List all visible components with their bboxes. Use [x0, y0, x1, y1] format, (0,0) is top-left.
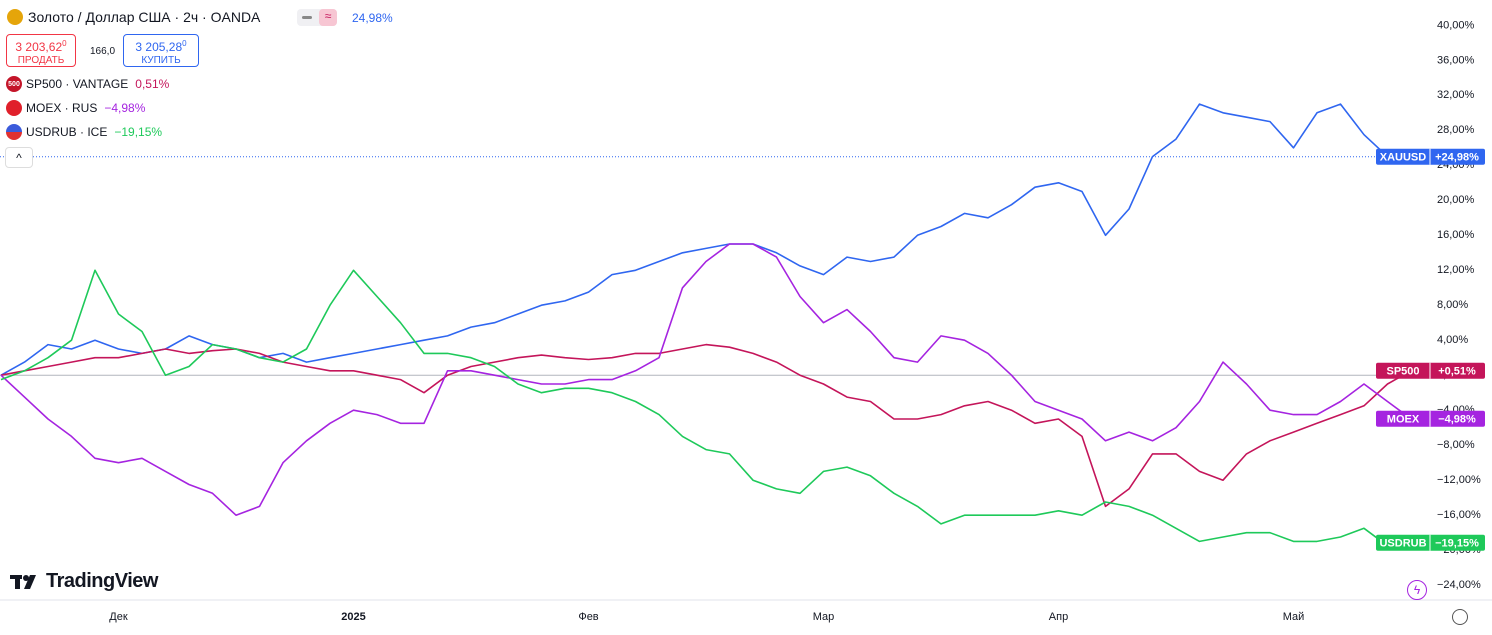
legend-icon	[6, 100, 22, 116]
minus-icon	[302, 16, 312, 19]
buy-sup: 0	[182, 39, 187, 48]
logo: TradingView	[10, 570, 158, 593]
logo-icon	[10, 574, 36, 589]
series-line	[0, 343, 1412, 508]
lightning-button[interactable]: ϟ	[1407, 580, 1427, 600]
series-line	[0, 103, 1412, 376]
gold-icon	[7, 9, 23, 25]
legend-change: −4,98%	[104, 101, 146, 115]
settings-button[interactable]	[1452, 609, 1468, 625]
sell-button[interactable]: 3 203,620 ПРОДАТЬ	[6, 34, 76, 67]
badge-value: +0,51%	[1438, 366, 1476, 378]
legend-text: USDRUB · ICE	[26, 125, 108, 139]
legend-text: SP500 · VANTAGE	[26, 77, 129, 91]
legend-row[interactable]: USDRUB · ICE −19,15%	[6, 124, 162, 140]
y-tick-label: −16,00%	[1437, 509, 1481, 521]
y-tick-label: 16,00%	[1437, 229, 1475, 241]
badge-name: MOEX	[1387, 414, 1420, 426]
y-tick-label: −12,00%	[1437, 474, 1481, 486]
legend-text: MOEX · RUS	[26, 101, 98, 115]
x-tick-label: Апр	[1049, 611, 1068, 623]
legend-change: 0,51%	[135, 77, 170, 91]
series-line	[0, 269, 1412, 547]
y-tick-label: 8,00%	[1437, 299, 1468, 311]
legend-icon: 500	[6, 76, 22, 92]
y-tick-label: 20,00%	[1437, 194, 1475, 206]
sell-sup: 0	[62, 39, 67, 48]
legend-row[interactable]: MOEX · RUS −4,98%	[6, 100, 145, 116]
header-change: 24,98%	[352, 11, 393, 25]
logo-text: TradingView	[46, 570, 158, 592]
buy-label: КУПИТЬ	[141, 55, 181, 66]
x-tick-label: Дек	[109, 611, 128, 623]
collapse-button[interactable]: ^	[5, 147, 33, 168]
legend-icon	[6, 124, 22, 140]
symbol-header: Золото / Доллар США · 2ч · OANDA	[7, 9, 260, 25]
symbol-title[interactable]: Золото / Доллар США · 2ч · OANDA	[28, 9, 261, 25]
sell-label: ПРОДАТЬ	[17, 55, 65, 66]
x-tick-label: Фев	[578, 611, 598, 623]
x-tick-label: 2025	[341, 611, 365, 623]
badge-name: XAUUSD	[1380, 152, 1427, 164]
badge-value: −19,15%	[1435, 538, 1479, 550]
y-tick-label: 12,00%	[1437, 264, 1475, 276]
y-tick-label: −8,00%	[1437, 439, 1475, 451]
badge-value: +24,98%	[1435, 152, 1479, 164]
sell-price: 3 203,62	[15, 40, 63, 54]
y-tick-label: 40,00%	[1437, 19, 1475, 31]
toggle-buttons[interactable]: ≈	[297, 9, 337, 26]
x-tick-label: Мар	[813, 611, 835, 623]
y-tick-label: 32,00%	[1437, 89, 1475, 101]
x-tick-label: Май	[1283, 611, 1305, 623]
badge-name: USDRUB	[1379, 538, 1426, 550]
y-tick-label: 36,00%	[1437, 54, 1475, 66]
y-tick-label: 28,00%	[1437, 124, 1475, 136]
y-tick-label: 4,00%	[1437, 334, 1468, 346]
spread: 166,0	[90, 46, 116, 57]
y-tick-label: −24,00%	[1437, 579, 1481, 591]
badge-value: −4,98%	[1438, 414, 1476, 426]
legend-row[interactable]: 500 SP500 · VANTAGE 0,51%	[6, 76, 169, 92]
series-line	[0, 243, 1412, 516]
badge-name: SP500	[1386, 366, 1419, 378]
buy-price: 3 205,28	[135, 40, 183, 54]
legend-change: −19,15%	[114, 125, 163, 139]
buy-button[interactable]: 3 205,280 КУПИТЬ	[123, 34, 199, 67]
compare-icon[interactable]: ≈	[319, 9, 337, 26]
